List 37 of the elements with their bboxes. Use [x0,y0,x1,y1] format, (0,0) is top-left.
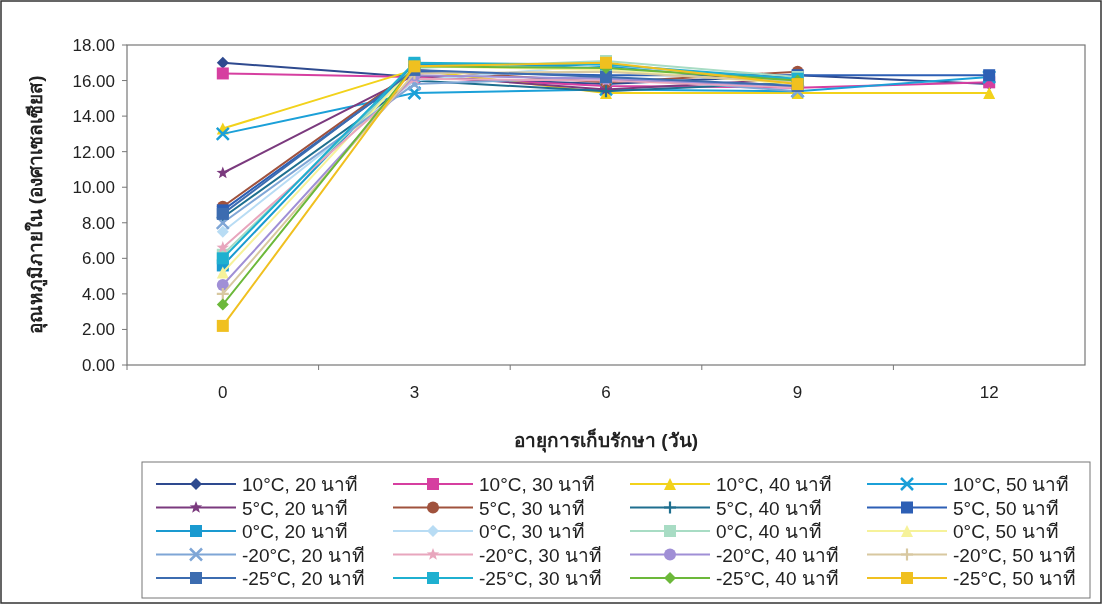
x-tick-label: 6 [601,383,611,402]
legend-label: -25°C, 50 นาที [953,568,1076,589]
y-tick-label: 6.00 [81,249,115,269]
legend-label: 5°C, 50 นาที [953,497,1059,519]
y-tick-label: 8.00 [81,213,115,233]
legend-label: -20°C, 50 นาที [953,544,1076,566]
legend-label: 0°C, 50 นาที [953,521,1059,542]
legend-label: 10°C, 40 นาที [716,474,833,495]
legend-label: 5°C, 30 นาที [479,497,585,519]
y-tick-label: 14.00 [72,107,115,127]
legend-label: 0°C, 40 นาที [716,521,822,542]
y-axis-title: อุณหภูมิภายใน (องศาเซลเซียส) [24,75,48,335]
y-tick-label: 16.00 [72,71,115,91]
y-tick-label: 18.00 [72,36,115,55]
y-tick-label: 12.00 [72,142,115,162]
legend-label: 10°C, 20 นาที [242,474,359,495]
y-tick-label: 10.00 [72,178,115,198]
y-tick-label: 0.00 [81,356,115,375]
legend-label: 10°C, 50 นาที [953,474,1070,495]
y-tick-label: 4.00 [81,284,115,304]
legend-label: 5°C, 40 นาที [716,497,822,519]
legend-label: -20°C, 40 นาที [716,544,839,566]
legend-label: -25°C, 20 นาที [242,568,365,589]
legend-label: 0°C, 30 นาที [479,521,585,542]
legend-label: -25°C, 40 นาที [716,568,839,589]
legend-label: -20°C, 30 นาที [479,544,602,566]
x-tick-label: 9 [792,383,803,402]
y-tick-label: 2.00 [81,320,115,340]
x-axis-title: อายุการเก็บรักษา (วัน) [514,428,698,453]
x-tick-label: 12 [979,383,999,402]
legend-label: 5°C, 20 นาที [242,497,348,519]
legend-label: 10°C, 30 นาที [479,474,596,495]
x-tick-label: 3 [409,383,420,402]
legend-label: 0°C, 20 นาที [242,521,348,542]
x-tick-label: 0 [218,383,228,402]
legend-label: -20°C, 20 นาที [242,544,365,566]
legend-label: -25°C, 30 นาที [479,568,602,589]
